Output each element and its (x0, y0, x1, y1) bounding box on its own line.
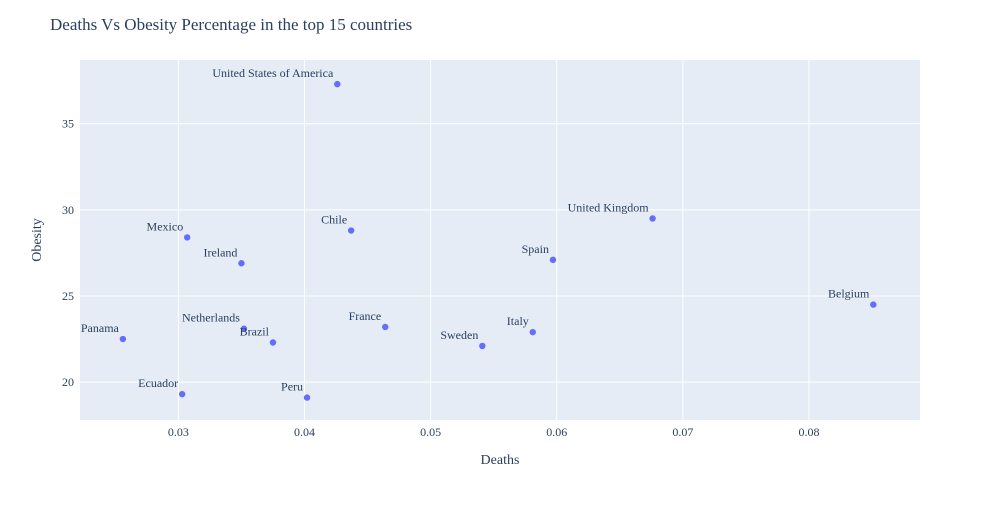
x-tick-label: 0.03 (168, 425, 189, 439)
data-point[interactable] (649, 215, 656, 222)
y-tick-label: 25 (62, 289, 74, 303)
x-tick-label: 0.07 (672, 425, 693, 439)
point-label: France (349, 309, 382, 323)
data-point[interactable] (184, 234, 191, 241)
point-label: Panama (81, 321, 120, 335)
data-point[interactable] (347, 227, 355, 234)
point-label: United Kingdom (568, 200, 650, 214)
data-point[interactable] (238, 260, 245, 267)
data-point[interactable] (479, 342, 486, 350)
data-point[interactable] (303, 394, 311, 401)
point-label: Mexico (147, 219, 184, 233)
x-tick-label: 0.08 (799, 425, 820, 439)
data-point[interactable] (529, 328, 536, 336)
data-point[interactable] (240, 325, 248, 332)
point-label: Chile (321, 213, 347, 227)
y-axis-ticks: 20 25 30 35 (62, 117, 74, 389)
point-label: Italy (507, 314, 529, 328)
data-point[interactable] (178, 390, 186, 398)
x-axis-ticks: 0.03 0.04 0.05 0.06 0.07 0.08 (168, 425, 820, 439)
data-point[interactable] (382, 323, 389, 331)
point-label: Brazil (240, 324, 270, 338)
plot-area (80, 60, 920, 420)
point-labels: United States of America United Kingdom Ch… (81, 66, 870, 393)
data-point[interactable] (549, 256, 557, 264)
data-point[interactable] (870, 301, 877, 308)
y-tick-label: 35 (62, 117, 74, 131)
grid-lines (80, 60, 920, 420)
x-tick-label: 0.06 (546, 425, 567, 439)
point-label: United States of America (212, 66, 334, 80)
data-point[interactable] (119, 335, 127, 343)
x-axis-title: Deaths (481, 453, 520, 468)
point-label: Ecuador (138, 376, 178, 390)
point-label: Sweden (440, 328, 478, 342)
point-label: Spain (522, 242, 549, 256)
x-tick-label: 0.05 (420, 425, 441, 439)
y-axis-title: Obesity (30, 218, 45, 262)
x-tick-label: 0.04 (294, 425, 315, 439)
point-label: Netherlands (182, 311, 240, 325)
y-tick-label: 20 (62, 375, 74, 389)
point-label: Ireland (203, 245, 237, 259)
data-point[interactable] (334, 80, 341, 88)
point-label: Peru (281, 380, 303, 394)
chart-title: Deaths Vs Obesity Percentage in the top … (50, 15, 412, 34)
point-label: Belgium (828, 287, 870, 301)
y-tick-label: 30 (62, 203, 74, 217)
data-points (119, 80, 877, 401)
data-point[interactable] (269, 339, 277, 346)
